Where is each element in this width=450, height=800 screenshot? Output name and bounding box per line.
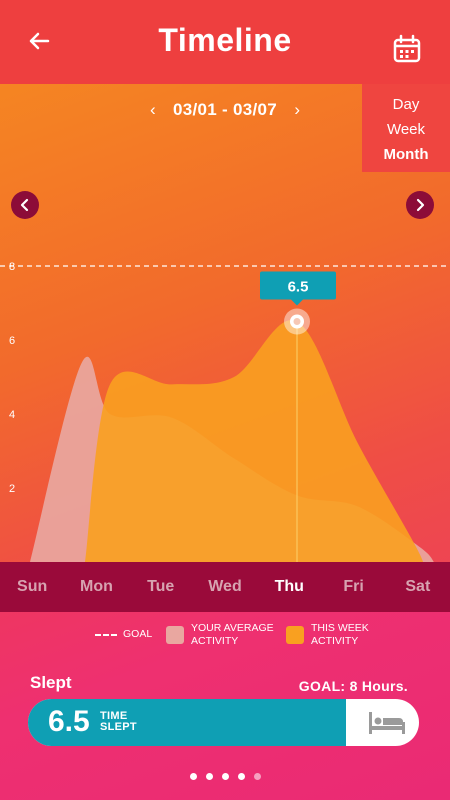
back-arrow-icon[interactable] <box>22 24 56 58</box>
legend-swatch <box>166 626 184 644</box>
value-tooltip <box>260 271 336 300</box>
slept-heading: Slept <box>30 673 72 692</box>
chevron-left-icon[interactable]: ‹ <box>150 100 156 119</box>
y-tick-label: 4 <box>9 409 15 421</box>
legend-this-week: THIS WEEK ACTIVITY <box>286 622 369 648</box>
legend-average-line1: YOUR AVERAGE <box>191 622 274 634</box>
day-selector: Sun Mon Tue Wed Thu Fri Sat <box>0 562 450 612</box>
legend-swatch <box>286 626 304 644</box>
tooltip-pointer <box>291 299 303 306</box>
legend-goal-label: GOAL <box>123 628 153 640</box>
bed-icon <box>369 712 405 734</box>
y-tick-label: 2 <box>9 483 15 495</box>
date-range-label: 03/01 - 03/07 <box>172 100 278 119</box>
date-range-selector: ‹ 03/01 - 03/07 › <box>150 98 300 122</box>
legend-goal: GOAL <box>95 628 152 641</box>
page-dot[interactable] <box>205 773 213 780</box>
legend-average-label: YOUR AVERAGE ACTIVITY <box>191 622 274 648</box>
page-dot[interactable] <box>237 773 245 780</box>
legend-this-week-label: THIS WEEK ACTIVITY <box>311 622 369 648</box>
y-tick-label: 8 <box>9 261 15 273</box>
day-sat[interactable]: Sat <box>405 578 431 595</box>
page-title: Timeline <box>158 22 292 58</box>
legend-week-line2: ACTIVITY <box>311 635 359 647</box>
sleep-progress-bar[interactable]: 6.5 TIME SLEPT <box>28 699 419 746</box>
tooltip-value-label: 6.5 <box>288 279 309 296</box>
dashed-line-icon <box>95 633 117 636</box>
page-dot[interactable] <box>189 773 197 780</box>
range-month[interactable]: Month <box>383 146 429 163</box>
app-header: Timeline <box>0 0 450 84</box>
day-fri[interactable]: Fri <box>343 578 364 595</box>
calendar-icon[interactable] <box>392 34 422 64</box>
y-tick-label: 6 <box>9 335 15 347</box>
page-dot[interactable] <box>221 773 229 780</box>
sleep-progress-fill <box>28 699 346 746</box>
page-dot[interactable] <box>253 773 261 780</box>
range-week[interactable]: Week <box>386 121 426 138</box>
sleep-caption-line1: TIME <box>100 710 128 722</box>
chevron-right-icon[interactable]: › <box>294 100 300 119</box>
day-tue[interactable]: Tue <box>147 578 175 595</box>
sleep-caption-line2: SLEPT <box>100 721 137 733</box>
chevron-left-icon <box>20 198 29 212</box>
sleep-goal: GOAL: 8 Hours. <box>298 678 408 694</box>
day-wed[interactable]: Wed <box>208 578 242 595</box>
activity-chart: 2 4 6 8 6.5 <box>9 261 434 562</box>
highlight-point-core <box>293 318 301 325</box>
legend-average-line2: ACTIVITY <box>191 635 239 647</box>
page-indicator <box>0 773 450 780</box>
next-period-button[interactable] <box>406 191 434 219</box>
series-area-this-week <box>85 320 423 562</box>
sleep-value: 6.5 <box>48 705 90 738</box>
day-thu[interactable]: Thu <box>274 578 304 595</box>
range-selector: Day Week Month <box>362 84 450 172</box>
range-day[interactable]: Day <box>392 96 420 113</box>
day-mon[interactable]: Mon <box>79 578 113 595</box>
chevron-right-icon <box>416 198 425 212</box>
legend-average: YOUR AVERAGE ACTIVITY <box>166 622 274 648</box>
chart-legend: GOAL YOUR AVERAGE ACTIVITY THIS WEEK ACT… <box>0 620 450 652</box>
previous-period-button[interactable] <box>11 191 39 219</box>
day-sun[interactable]: Sun <box>17 578 48 595</box>
legend-week-line1: THIS WEEK <box>311 622 369 634</box>
sleep-value-caption: TIME SLEPT <box>100 711 137 733</box>
